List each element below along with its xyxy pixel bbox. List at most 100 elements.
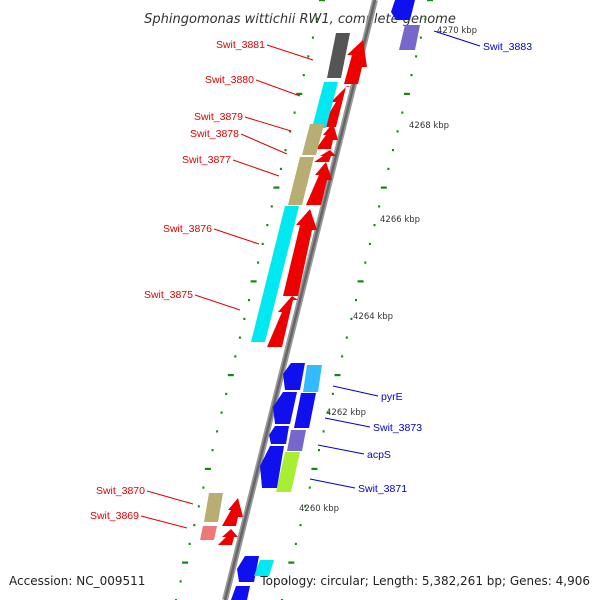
tick-dot — [392, 149, 394, 152]
gene-arrow-swit-3871[interactable] — [260, 446, 284, 488]
tick-dot — [415, 55, 418, 58]
tick-label-4260: 4260 kbp — [299, 504, 339, 514]
tick-dot — [248, 299, 250, 302]
gene-block-swit-3870[interactable] — [204, 493, 223, 522]
gene-block-swit-3880[interactable] — [312, 82, 338, 128]
gene-arrow-swit-3883[interactable] — [391, 0, 415, 20]
reverse-gene-labels: Swit_3883 pyrE Swit_3873 acpS Swit_3871 — [309, 30, 532, 495]
tick-dot — [357, 280, 364, 283]
gene-label-swit-3875[interactable]: Swit_3875 — [144, 289, 193, 301]
tick-label-4270: 4270 kbp — [437, 26, 477, 36]
gene-arrow-swit-3870[interactable] — [222, 498, 243, 526]
map-title: Sphingomonas wittichii RW1, complete gen… — [144, 12, 456, 27]
gene-block-swit-3877[interactable] — [288, 157, 314, 205]
tick-dot — [250, 280, 257, 283]
tick-dot — [316, 17, 319, 20]
gene-arrow-swit-3871b[interactable] — [276, 452, 300, 492]
gene-label-swit-3873[interactable]: Swit_3873 — [373, 422, 422, 434]
gene-arrow-swit-3879[interactable] — [316, 123, 338, 149]
gene-label-swit-3879[interactable]: Swit_3879 — [194, 111, 243, 123]
gene-arrow-pyre[interactable] — [283, 363, 305, 390]
tick-dot — [299, 524, 302, 527]
tick-dot — [380, 186, 387, 189]
tick-dot — [284, 149, 287, 152]
gene-arrow-acps[interactable] — [269, 426, 289, 444]
gene-arrow-swit-3873[interactable] — [273, 392, 297, 424]
gene-arrow-swit-3873b[interactable] — [294, 393, 316, 428]
tick-dot — [424, 17, 427, 20]
gene-arrow-swit-3875[interactable] — [267, 296, 298, 347]
tick-dot — [257, 261, 260, 264]
tick-labels: 4270 kbp 4268 kbp 4266 kbp 4264 kbp 4262… — [299, 26, 477, 514]
gene-label-swit-3881[interactable]: Swit_3881 — [216, 39, 265, 51]
gene-label-swit-3870[interactable]: Swit_3870 — [96, 485, 145, 497]
tick-dot — [289, 130, 292, 133]
tick-dot — [216, 430, 219, 433]
gene-arrow-acps-b[interactable] — [287, 430, 306, 451]
tick-dot — [261, 242, 264, 245]
tick-dot — [410, 74, 413, 77]
tick-label-4268: 4268 kbp — [409, 121, 449, 131]
tick-dot — [294, 542, 297, 545]
tick-dot — [364, 261, 367, 264]
gene-arrow-swit-3883b[interactable] — [399, 25, 420, 50]
tick-dot — [331, 392, 334, 395]
gene-block-swit-3869[interactable] — [200, 526, 217, 540]
tick-dot — [311, 467, 318, 470]
tick-label-4262: 4262 kbp — [326, 408, 366, 418]
gene-arrow-swit-3876[interactable] — [283, 209, 317, 296]
tick-dot — [427, 0, 433, 2]
tick-dot — [285, 580, 288, 583]
gene-label-swit-3883[interactable]: Swit_3883 — [483, 41, 532, 53]
tick-dot — [302, 74, 305, 77]
gene-block-swit-3879[interactable] — [302, 124, 324, 155]
tick-dot — [211, 449, 214, 452]
gene-label-swit-3871[interactable]: Swit_3871 — [358, 483, 407, 495]
accession-text: Accession: NC_009511 — [9, 574, 145, 588]
gene-arrow-swit-3877[interactable] — [306, 162, 332, 205]
gene-arrow-swit-3867b[interactable] — [254, 560, 274, 576]
gene-arrow-swit-3867[interactable] — [237, 556, 259, 582]
gene-label-swit-3878[interactable]: Swit_3878 — [190, 128, 239, 140]
tick-dot — [350, 317, 353, 320]
tick-dot — [243, 317, 246, 320]
tick-dot — [266, 224, 269, 227]
genome-summary-text: Topology: circular; Length: 5,382,261 bp… — [259, 574, 590, 588]
tick-dot — [378, 205, 381, 208]
gene-label-swit-3876[interactable]: Swit_3876 — [163, 223, 212, 235]
gene-label-acps[interactable]: acpS — [367, 449, 391, 461]
gene-label-swit-3869[interactable]: Swit_3869 — [90, 510, 139, 522]
tick-dot — [188, 542, 191, 545]
tick-dot — [182, 561, 189, 564]
gene-arrow-swit-3866[interactable] — [231, 586, 250, 600]
tick-dot — [296, 92, 303, 95]
tick-label-4266: 4266 kbp — [380, 215, 420, 225]
tick-dot — [341, 355, 344, 358]
tick-dot — [387, 167, 390, 170]
tick-dot — [220, 411, 223, 414]
tick-dot — [270, 205, 273, 208]
tick-dot — [227, 374, 234, 377]
gene-block-swit-3876[interactable] — [251, 206, 299, 342]
tick-dot — [238, 336, 241, 339]
gene-label-swit-3877[interactable]: Swit_3877 — [182, 154, 231, 166]
gene-arrow-swit-3869[interactable] — [218, 529, 238, 545]
gene-arrow-pyre-b[interactable] — [303, 365, 322, 392]
gene-label-swit-3880[interactable]: Swit_3880 — [205, 74, 254, 86]
tick-dot — [396, 130, 399, 133]
tick-dot — [273, 186, 280, 189]
tick-dot — [293, 111, 296, 114]
tick-dot — [327, 411, 330, 414]
gene-block-swit-3881[interactable] — [327, 33, 350, 78]
gene-arrow-swit-3878[interactable] — [314, 150, 336, 162]
tick-dot — [319, 0, 325, 2]
tick-dot — [225, 392, 228, 395]
forward-gene-labels: Swit_3881 Swit_3880 Swit_3879 Swit_3878 … — [90, 39, 314, 529]
gene-arrow-swit-3881[interactable] — [344, 40, 367, 84]
tick-dot — [279, 167, 282, 170]
gene-label-pyre[interactable]: pyrE — [381, 391, 403, 403]
tick-dot — [322, 430, 325, 433]
tick-dot — [318, 449, 320, 452]
tick-dot — [345, 336, 348, 339]
